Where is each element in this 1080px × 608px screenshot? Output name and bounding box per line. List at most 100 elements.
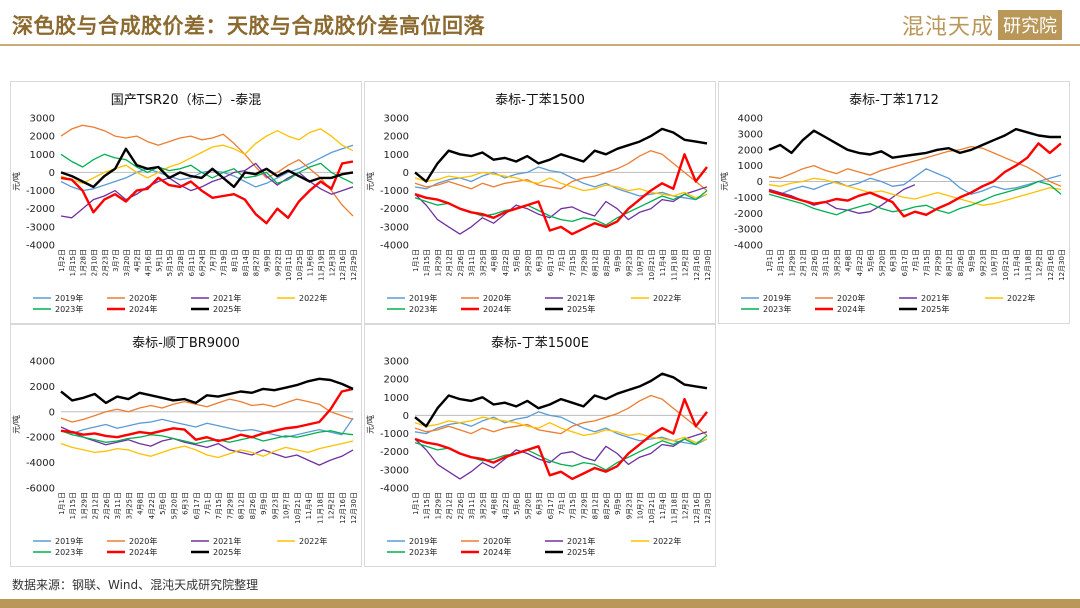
y-tick-label: -4000 <box>380 241 409 252</box>
legend-label: 2022年 <box>299 293 327 303</box>
y-tick-label: -4000 <box>734 241 763 252</box>
header-divider <box>0 44 1080 46</box>
x-tick-label: 7月1日 <box>204 492 212 515</box>
legend-label: 2025年 <box>567 547 595 557</box>
legend-label: 2022年 <box>653 536 681 546</box>
y-axis-label: 元/吨 <box>11 172 21 191</box>
y-tick-label: -2000 <box>26 204 55 215</box>
series-line-2022年 <box>60 128 354 184</box>
x-tick-label: 1月1日 <box>766 249 774 272</box>
x-tick-label: 8月26日 <box>249 492 257 519</box>
x-tick-label: 9月9日 <box>614 492 622 515</box>
x-tick-label: 9月23日 <box>625 249 633 276</box>
chart-svg: 泰标-丁苯1500 3000 2000 1000 0 -1000 -2000 -3000 -40… <box>365 93 712 314</box>
x-tick-label: 2月26日 <box>457 249 465 276</box>
x-tick-label: 10月7日 <box>283 492 291 519</box>
series-line-2021年 <box>60 162 354 219</box>
legend-label: 2023年 <box>409 304 437 314</box>
y-tick-label: 0 <box>403 168 409 179</box>
x-tick-label: 10月21日 <box>648 492 656 524</box>
x-tick-label: 1月2日 <box>58 249 66 272</box>
footer-bar <box>0 599 1080 608</box>
y-tick-label: 2000 <box>384 375 409 386</box>
x-tick-label: 2月12日 <box>92 492 100 519</box>
x-tick-label: 8月12日 <box>238 492 246 519</box>
x-tick-label: 1月15日 <box>69 492 77 519</box>
y-tick-label: 3000 <box>384 114 409 125</box>
x-tick-label: 12月30日 <box>1058 249 1066 281</box>
chart-title: 泰标-丁苯1500 <box>495 93 585 108</box>
series-line-2022年 <box>60 440 354 459</box>
y-tick-label: -3000 <box>380 465 409 476</box>
series-line-2022年 <box>768 177 1062 206</box>
x-tick-label: 11月4日 <box>659 249 667 276</box>
x-tick-label: 5月20日 <box>878 249 886 276</box>
y-tick-label: 1000 <box>384 150 409 161</box>
x-tick-label: 9月9日 <box>260 492 268 515</box>
x-tick-label: 1月28日 <box>80 249 88 276</box>
x-tick-label: 8月12日 <box>946 249 954 276</box>
x-tick-label: 4月22日 <box>148 492 156 519</box>
x-tick-label: 12月16日 <box>693 492 701 524</box>
y-tick-label: -3000 <box>26 222 55 233</box>
y-tick-label: -1000 <box>26 186 55 197</box>
x-tick-label: 6月17日 <box>547 249 555 276</box>
x-tick-label: 4月8日 <box>491 492 499 515</box>
x-tick-label: 12月30日 <box>704 249 712 281</box>
y-tick-label: 1000 <box>30 150 55 161</box>
x-tick-label: 5月6日 <box>513 249 521 272</box>
legend-label: 2024年 <box>129 304 157 314</box>
x-tick-label: 11月6日 <box>307 249 315 276</box>
x-tick-label: 7月19日 <box>220 249 228 276</box>
x-tick-label: 4月8日 <box>845 249 853 272</box>
x-tick-label: 1月1日 <box>412 492 420 515</box>
x-tick-label: 1月15日 <box>423 249 431 276</box>
x-tick-label: 4月22日 <box>502 249 510 276</box>
x-tick-label: 11月4日 <box>305 492 313 519</box>
x-tick-label: 12月3日 <box>328 249 336 276</box>
legend-label: 2019年 <box>55 536 83 546</box>
y-tick-label: 0 <box>49 168 55 179</box>
legend-label: 2022年 <box>299 536 327 546</box>
x-tick-label: 1月29日 <box>80 492 88 519</box>
legend-label: 2023年 <box>55 547 83 557</box>
x-tick-label: 1月15日 <box>69 249 77 276</box>
x-tick-label: 12月30日 <box>704 492 712 524</box>
chart-title: 泰标-丁苯1500E <box>491 336 589 351</box>
page-title: 深色胶与合成胶价差：天胶与合成胶价差高位回落 <box>12 14 485 38</box>
y-tick-label: -4000 <box>26 241 55 252</box>
x-tick-label: 12月2日 <box>1036 249 1044 276</box>
x-tick-label: 8月26日 <box>603 249 611 276</box>
y-tick-label: 4000 <box>738 114 763 125</box>
y-tick-label: -6000 <box>26 484 55 495</box>
x-tick-label: 3月25日 <box>833 249 841 276</box>
y-tick-label: 3000 <box>738 129 763 140</box>
series-line-2024年 <box>768 142 1062 218</box>
x-tick-label: 5月15日 <box>166 249 174 276</box>
series-line-2024年 <box>60 387 354 443</box>
x-tick-label: 1月1日 <box>412 249 420 272</box>
x-tick-label: 3月20日 <box>123 249 131 276</box>
legend-label: 2023年 <box>409 547 437 557</box>
series-line-2019年 <box>60 417 354 438</box>
legend-label: 2021年 <box>921 293 949 303</box>
x-tick-label: 7月15日 <box>215 492 223 519</box>
x-tick-label: 10月7日 <box>637 492 645 519</box>
series-line-2021年 <box>414 186 708 235</box>
series-line-2025年 <box>60 377 354 405</box>
x-tick-label: 6月3日 <box>536 492 544 515</box>
y-tick-label: 1000 <box>384 393 409 404</box>
series-line-2025年 <box>60 147 354 189</box>
series-line-2025年 <box>768 127 1061 159</box>
x-tick-label: 9月22日 <box>274 249 282 276</box>
legend-label: 2020年 <box>129 536 157 546</box>
chart-panel-sbr1500: 泰标-丁苯1500 3000 2000 1000 0 -1000 -2000 -3000 -40… <box>364 81 716 324</box>
y-tick-label: 0 <box>757 177 763 188</box>
series-line-2020年 <box>414 394 708 436</box>
x-tick-label: 5月6日 <box>867 249 875 272</box>
x-tick-label: 2月26日 <box>811 249 819 276</box>
x-tick-label: 11月18日 <box>1024 249 1032 281</box>
series-line-2020年 <box>60 398 354 423</box>
x-tick-label: 7月29日 <box>934 249 942 276</box>
x-tick-label: 10月11日 <box>285 249 293 281</box>
